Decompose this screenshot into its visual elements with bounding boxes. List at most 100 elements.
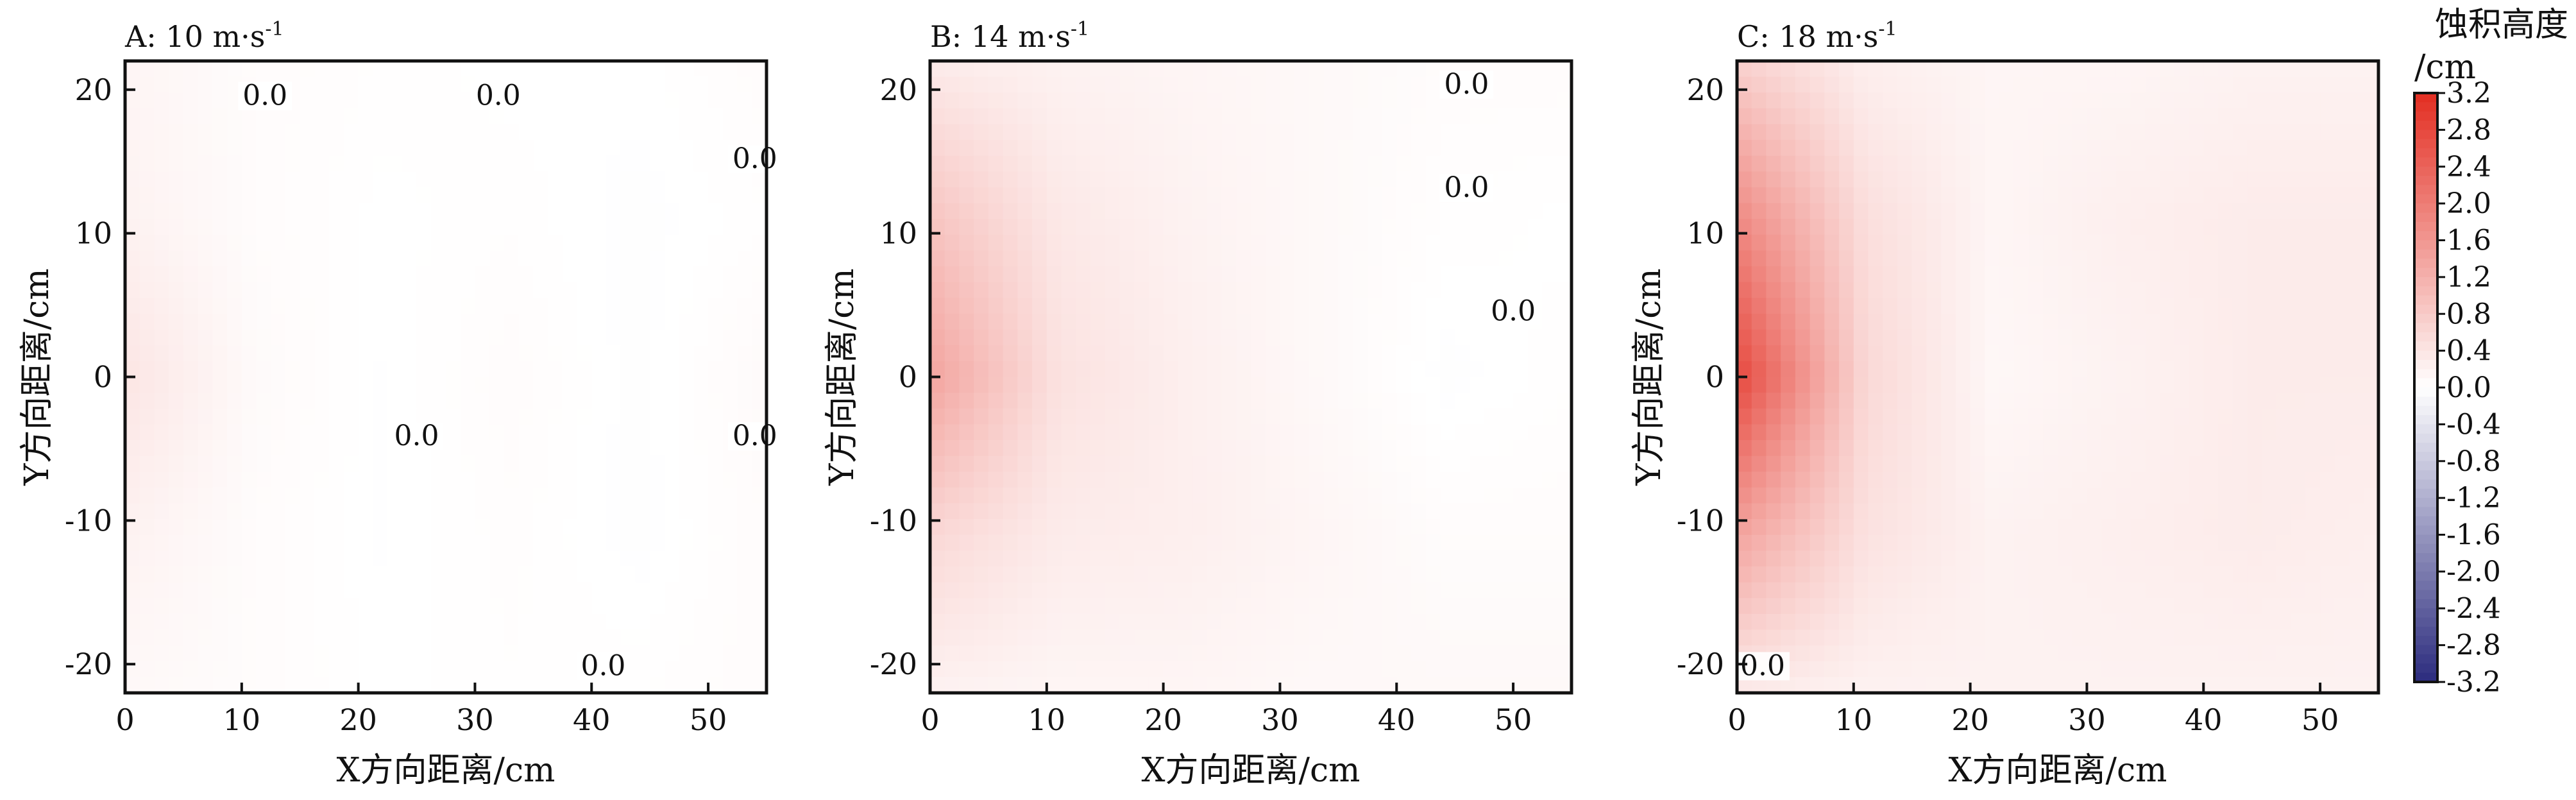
heatmap-cell: [591, 377, 607, 393]
heatmap-cell: [1221, 361, 1237, 378]
heatmap-cell: [752, 187, 767, 204]
heatmap-cell: [431, 76, 446, 94]
heatmap-cell: [1781, 266, 1796, 283]
heatmap-cell: [737, 171, 753, 188]
heatmap-cell: [300, 503, 316, 520]
heatmap-cell: [431, 314, 446, 330]
heatmap-cell: [2349, 124, 2365, 140]
heatmap-cell: [1911, 472, 1928, 488]
heatmap-cell: [1781, 234, 1796, 251]
heatmap-cell: [183, 76, 199, 94]
heatmap-cell: [227, 250, 242, 267]
heatmap-cell: [1338, 519, 1353, 536]
heatmap-cell: [1280, 108, 1295, 125]
heatmap-cell: [1484, 629, 1500, 646]
heatmap-cell: [650, 361, 665, 378]
heatmap-cell: [1941, 250, 1956, 267]
heatmap-cell: [1338, 234, 1353, 251]
heatmap-cell: [2013, 124, 2029, 140]
heatmap-cell: [1527, 203, 1543, 220]
heatmap-cell: [2101, 345, 2117, 362]
heatmap-cell: [285, 377, 301, 393]
heatmap-cell: [343, 298, 359, 314]
heatmap-cell: [664, 613, 680, 631]
heatmap-cell: [944, 250, 960, 267]
heatmap-cell: [169, 519, 184, 536]
heatmap-cell: [183, 424, 199, 441]
heatmap-cell: [591, 298, 607, 314]
heatmap-cell: [402, 108, 418, 125]
heatmap-cell: [1046, 140, 1062, 157]
heatmap-cell: [1046, 108, 1062, 125]
heatmap-cell: [752, 171, 767, 188]
heatmap-cell: [1853, 219, 1869, 235]
contour-label: 0.0: [1491, 294, 1536, 327]
heatmap-cell: [708, 424, 724, 441]
heatmap-cell: [2087, 92, 2102, 109]
heatmap-cell: [708, 61, 724, 78]
heatmap-cell: [1955, 377, 1971, 393]
heatmap-cell: [460, 550, 476, 567]
heatmap-cell: [2218, 424, 2233, 441]
heatmap-cell: [635, 282, 650, 299]
panel-title: B: 14 m·s-1: [930, 18, 1089, 54]
heatmap-cell: [1911, 282, 1928, 299]
heatmap-cell: [635, 171, 650, 188]
heatmap-cell: [460, 645, 476, 662]
heatmap-cell: [2072, 534, 2088, 552]
heatmap-cell: [2130, 408, 2146, 425]
heatmap-cell: [1032, 345, 1047, 362]
heatmap-cell: [431, 61, 446, 78]
heatmap-cell: [679, 282, 695, 299]
heatmap-cell: [183, 234, 199, 251]
heatmap-cell: [737, 598, 753, 615]
heatmap-cell: [1251, 377, 1266, 393]
heatmap-cell: [343, 250, 359, 267]
heatmap-cell: [314, 613, 330, 631]
heatmap-cell: [489, 661, 505, 678]
heatmap-cell: [1737, 329, 1752, 346]
heatmap-cell: [1338, 645, 1353, 662]
heatmap-cell: [1868, 424, 1884, 441]
heatmap-cell: [1148, 345, 1164, 362]
heatmap-cell: [1883, 187, 1898, 204]
heatmap-cell: [518, 187, 534, 204]
heatmap-cell: [1134, 661, 1149, 678]
heatmap-cell: [1970, 519, 1986, 536]
heatmap-cell: [416, 140, 432, 157]
heatmap-cell: [1382, 234, 1398, 251]
heatmap-cell: [1207, 487, 1223, 504]
heatmap-cell: [1970, 455, 1986, 473]
heatmap-cell: [387, 234, 403, 251]
heatmap-cell: [1003, 455, 1019, 473]
heatmap-cell: [1839, 440, 1854, 457]
heatmap-cell: [548, 377, 563, 393]
heatmap-cell: [2291, 361, 2307, 378]
heatmap-cell: [944, 566, 960, 583]
heatmap-cell: [416, 534, 432, 552]
heatmap-cell: [154, 234, 169, 251]
heatmap-cell: [2101, 250, 2117, 267]
heatmap-cell: [635, 598, 650, 615]
heatmap-cell: [1323, 140, 1339, 157]
heatmap-cell: [635, 534, 650, 552]
heatmap-cell: [256, 298, 272, 314]
heatmap-cell: [183, 250, 199, 267]
heatmap-cell: [606, 377, 622, 393]
heatmap-cell: [1396, 503, 1412, 520]
heatmap-cell: [2013, 440, 2029, 457]
heatmap-cell: [2013, 534, 2029, 552]
heatmap-cell: [460, 598, 476, 615]
heatmap-cell: [1557, 424, 1572, 441]
x-tick-label: 40: [573, 702, 611, 737]
heatmap-cell: [1338, 155, 1353, 173]
heatmap-cell: [1090, 677, 1106, 694]
heatmap-cell: [329, 187, 344, 204]
heatmap-cell: [1076, 266, 1091, 283]
heatmap-cell: [1134, 171, 1149, 188]
heatmap-cell: [2087, 534, 2102, 552]
heatmap-cell: [1003, 361, 1019, 378]
heatmap-cell: [708, 203, 724, 220]
heatmap-cell: [1236, 171, 1251, 188]
heatmap-cell: [2072, 503, 2088, 520]
